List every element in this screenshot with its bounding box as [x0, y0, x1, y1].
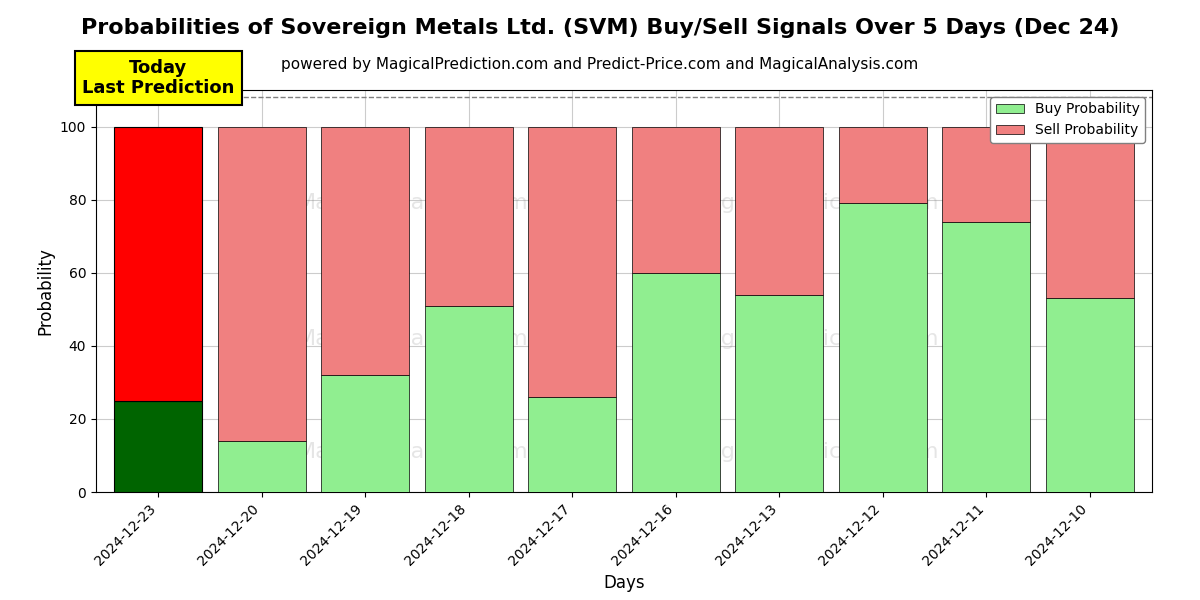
Bar	[1046, 127, 1134, 298]
Bar	[631, 273, 720, 492]
Bar	[114, 401, 202, 492]
Bar	[942, 127, 1031, 221]
Y-axis label: Probability: Probability	[36, 247, 54, 335]
Bar	[528, 127, 617, 397]
Bar	[736, 295, 823, 492]
Bar	[217, 127, 306, 441]
Text: MagicalPrediction.com: MagicalPrediction.com	[689, 442, 940, 462]
Bar	[425, 305, 512, 492]
Bar	[631, 127, 720, 273]
Bar	[839, 203, 926, 492]
Bar	[425, 127, 512, 305]
Bar	[1046, 298, 1134, 492]
Bar	[736, 127, 823, 295]
Bar	[217, 441, 306, 492]
Text: powered by MagicalPrediction.com and Predict-Price.com and MagicalAnalysis.com: powered by MagicalPrediction.com and Pre…	[281, 57, 919, 72]
Bar	[322, 375, 409, 492]
Text: Probabilities of Sovereign Metals Ltd. (SVM) Buy/Sell Signals Over 5 Days (Dec 2: Probabilities of Sovereign Metals Ltd. (…	[80, 18, 1120, 38]
Bar	[322, 127, 409, 375]
Bar	[114, 127, 202, 401]
Text: MagicalAnalysis.com: MagicalAnalysis.com	[296, 329, 529, 349]
Bar	[942, 221, 1031, 492]
Legend: Buy Probability, Sell Probability: Buy Probability, Sell Probability	[990, 97, 1145, 143]
Text: MagicalAnalysis.com: MagicalAnalysis.com	[296, 442, 529, 462]
Text: Today
Last Prediction: Today Last Prediction	[82, 59, 234, 97]
Text: MagicalAnalysis.com: MagicalAnalysis.com	[296, 193, 529, 212]
Bar	[528, 397, 617, 492]
Bar	[839, 127, 926, 203]
Text: MagicalPrediction.com: MagicalPrediction.com	[689, 193, 940, 212]
Text: MagicalPrediction.com: MagicalPrediction.com	[689, 329, 940, 349]
X-axis label: Days: Days	[604, 574, 644, 592]
